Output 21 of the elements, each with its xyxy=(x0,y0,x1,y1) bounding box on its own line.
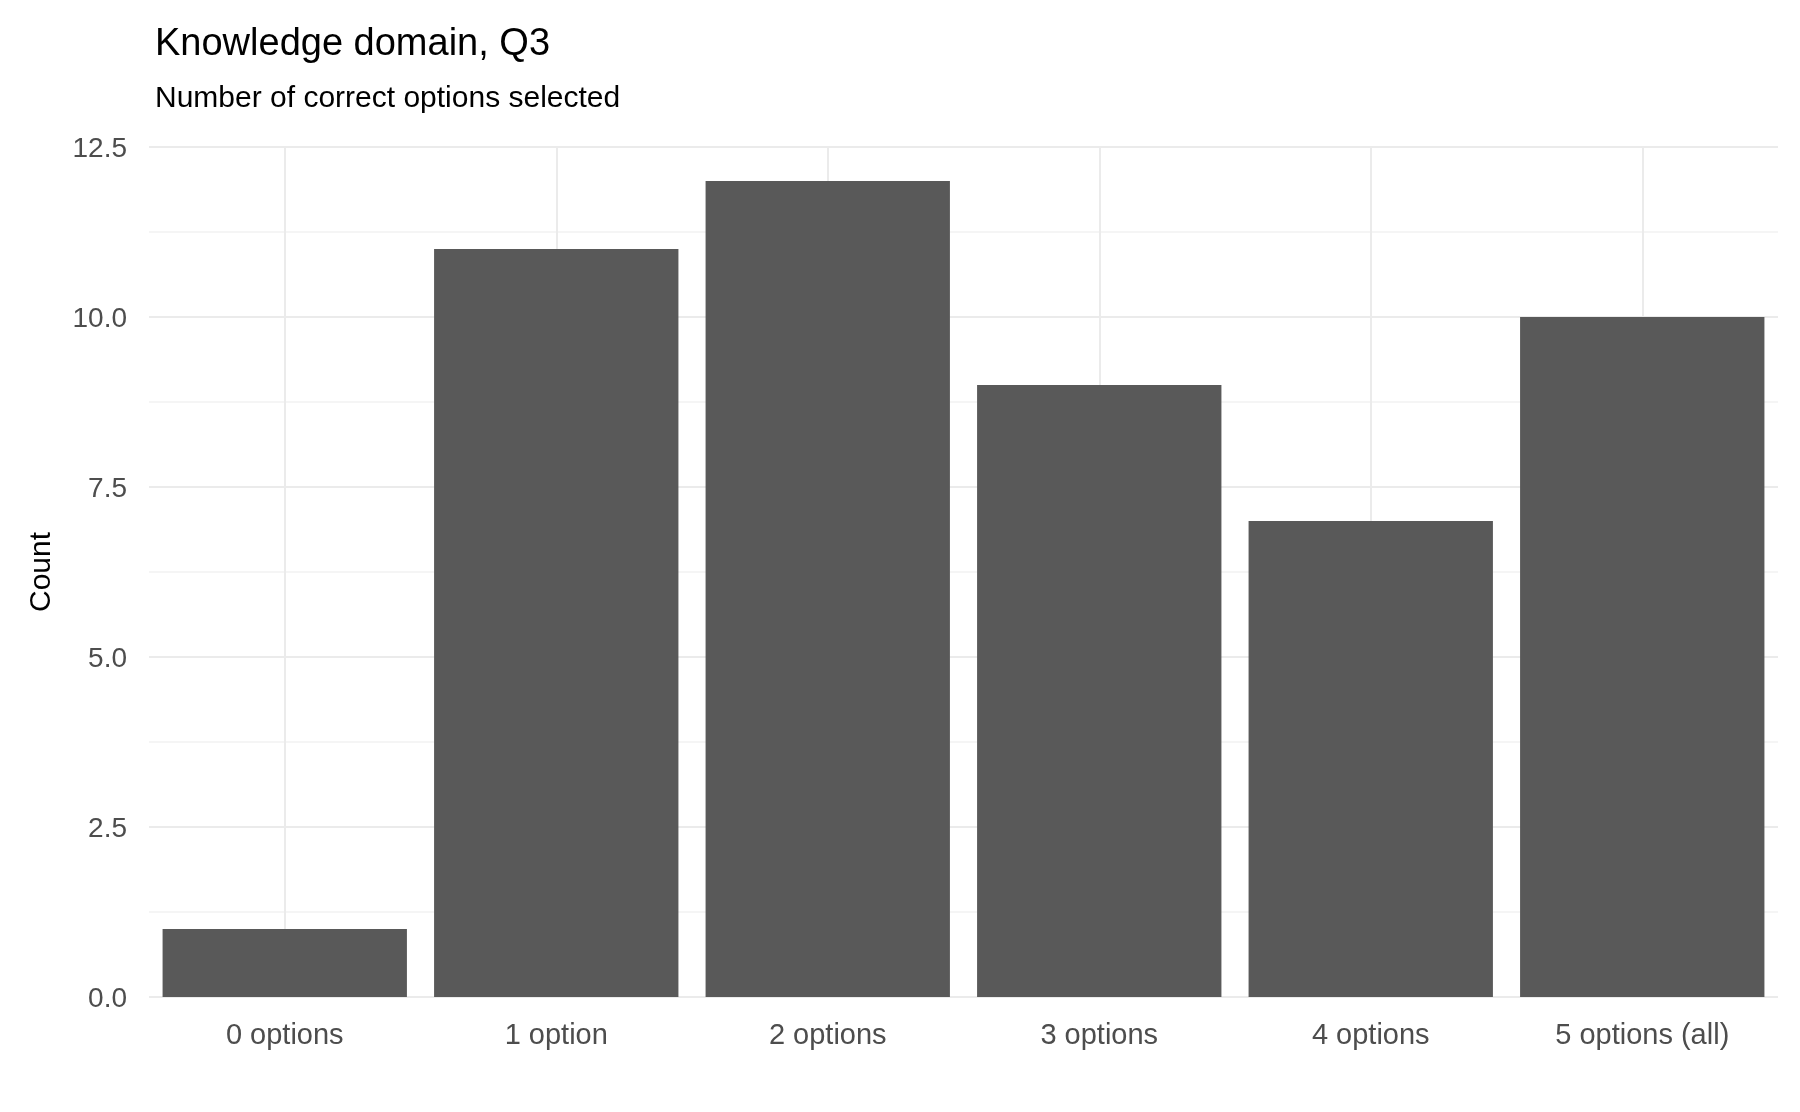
y-tick-label: 10.0 xyxy=(72,301,127,333)
x-tick-label: 5 options (all) xyxy=(1555,1017,1730,1050)
bar xyxy=(434,249,679,997)
bar xyxy=(1248,521,1493,997)
bar xyxy=(705,181,950,997)
chart-title: Knowledge domain, Q3 xyxy=(155,21,551,63)
y-axis-title: Count xyxy=(22,531,56,613)
y-tick-label: 12.5 xyxy=(72,131,127,163)
x-tick-label: 2 options xyxy=(768,1017,887,1050)
y-tick-label: 0.0 xyxy=(88,981,127,1013)
y-tick-label: 7.5 xyxy=(88,471,127,503)
chart-subtitle: Number of correct options selected xyxy=(155,79,621,113)
bar xyxy=(162,929,407,997)
bar xyxy=(1520,317,1765,997)
y-tick-label: 5.0 xyxy=(88,641,127,673)
bar xyxy=(977,385,1222,997)
x-tick-label: 3 options xyxy=(1040,1017,1159,1050)
y-tick-label: 2.5 xyxy=(88,811,127,843)
x-tick-label: 1 option xyxy=(504,1017,608,1050)
x-tick-label: 0 options xyxy=(225,1017,344,1050)
x-tick-label: 4 options xyxy=(1311,1017,1430,1050)
